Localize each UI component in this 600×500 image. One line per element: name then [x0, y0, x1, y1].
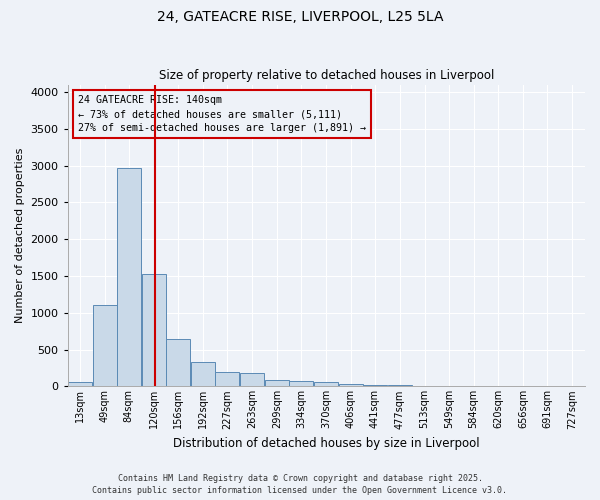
Bar: [339, 384, 363, 386]
Bar: [92, 306, 116, 386]
Bar: [289, 381, 313, 386]
Text: 24 GATEACRE RISE: 140sqm
← 73% of detached houses are smaller (5,111)
27% of sem: 24 GATEACRE RISE: 140sqm ← 73% of detach…: [78, 95, 366, 133]
Bar: [265, 380, 289, 386]
Bar: [116, 168, 141, 386]
X-axis label: Distribution of detached houses by size in Liverpool: Distribution of detached houses by size …: [173, 437, 479, 450]
Bar: [363, 385, 387, 386]
Text: Contains HM Land Registry data © Crown copyright and database right 2025.
Contai: Contains HM Land Registry data © Crown c…: [92, 474, 508, 495]
Bar: [68, 382, 92, 386]
Bar: [191, 362, 215, 386]
Text: 24, GATEACRE RISE, LIVERPOOL, L25 5LA: 24, GATEACRE RISE, LIVERPOOL, L25 5LA: [157, 10, 443, 24]
Bar: [142, 274, 166, 386]
Y-axis label: Number of detached properties: Number of detached properties: [15, 148, 25, 323]
Title: Size of property relative to detached houses in Liverpool: Size of property relative to detached ho…: [158, 69, 494, 82]
Bar: [240, 373, 264, 386]
Bar: [166, 338, 190, 386]
Bar: [215, 372, 239, 386]
Bar: [314, 382, 338, 386]
